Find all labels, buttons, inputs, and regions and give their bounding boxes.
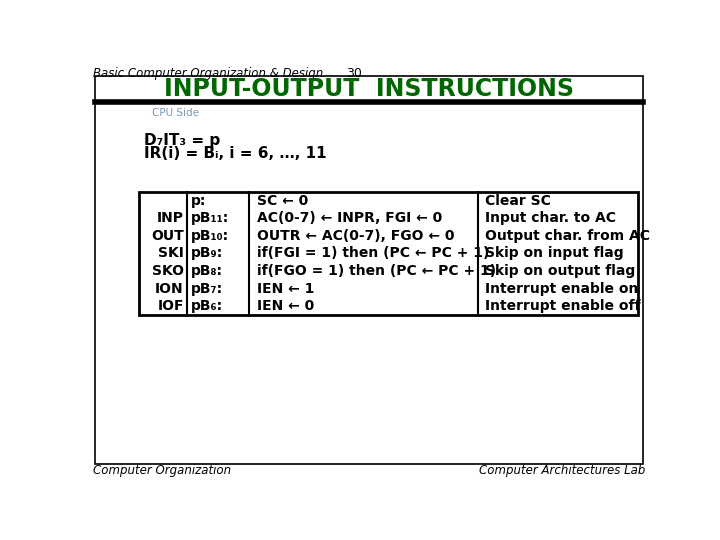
Text: Skip on input flag: Skip on input flag [485, 246, 624, 260]
Text: Computer Architectures Lab: Computer Architectures Lab [479, 464, 645, 477]
Text: ION: ION [155, 282, 184, 296]
Text: pB₈:: pB₈: [191, 264, 222, 278]
Text: Computer Organization: Computer Organization [93, 464, 231, 477]
Text: D₇IT₃ = p: D₇IT₃ = p [144, 132, 220, 147]
Text: if(FGI = 1) then (PC ← PC + 1): if(FGI = 1) then (PC ← PC + 1) [256, 246, 489, 260]
FancyBboxPatch shape [139, 192, 638, 315]
Text: Input char. to AC: Input char. to AC [485, 211, 616, 225]
Text: SKI: SKI [158, 246, 184, 260]
Text: Skip on output flag: Skip on output flag [485, 264, 636, 278]
Text: OUT: OUT [151, 229, 184, 243]
Text: INPUT-OUTPUT  INSTRUCTIONS: INPUT-OUTPUT INSTRUCTIONS [164, 77, 574, 101]
Text: SC ← 0: SC ← 0 [256, 194, 308, 208]
Text: pB₉:: pB₉: [191, 246, 223, 260]
Text: pB₁₁:: pB₁₁: [191, 211, 229, 225]
Text: Interrupt enable on: Interrupt enable on [485, 282, 639, 296]
Text: pB₁₀:: pB₁₀: [191, 229, 229, 243]
Text: Clear SC: Clear SC [485, 194, 551, 208]
Text: pB₆:: pB₆: [191, 299, 223, 313]
Text: IEN ← 0: IEN ← 0 [256, 299, 314, 313]
Text: Basic Computer Organization & Design: Basic Computer Organization & Design [93, 67, 323, 80]
Text: CPU Side: CPU Side [152, 108, 199, 118]
Text: AC(0-7) ← INPR, FGI ← 0: AC(0-7) ← INPR, FGI ← 0 [256, 211, 442, 225]
Text: p:: p: [191, 194, 206, 208]
Text: IEN ← 1: IEN ← 1 [256, 282, 314, 296]
Text: pB₇:: pB₇: [191, 282, 223, 296]
FancyBboxPatch shape [96, 102, 642, 464]
Text: IR(i) = Bᵢ, i = 6, …, 11: IR(i) = Bᵢ, i = 6, …, 11 [144, 146, 327, 161]
Text: IOF: IOF [157, 299, 184, 313]
Text: Interrupt enable off: Interrupt enable off [485, 299, 641, 313]
Text: Output char. from AC: Output char. from AC [485, 229, 650, 243]
FancyBboxPatch shape [96, 76, 642, 102]
Text: INP: INP [157, 211, 184, 225]
Text: OUTR ← AC(0-7), FGO ← 0: OUTR ← AC(0-7), FGO ← 0 [256, 229, 454, 243]
Text: if(FGO = 1) then (PC ← PC + 1): if(FGO = 1) then (PC ← PC + 1) [256, 264, 496, 278]
Text: SKO: SKO [152, 264, 184, 278]
Text: 30: 30 [346, 67, 361, 80]
